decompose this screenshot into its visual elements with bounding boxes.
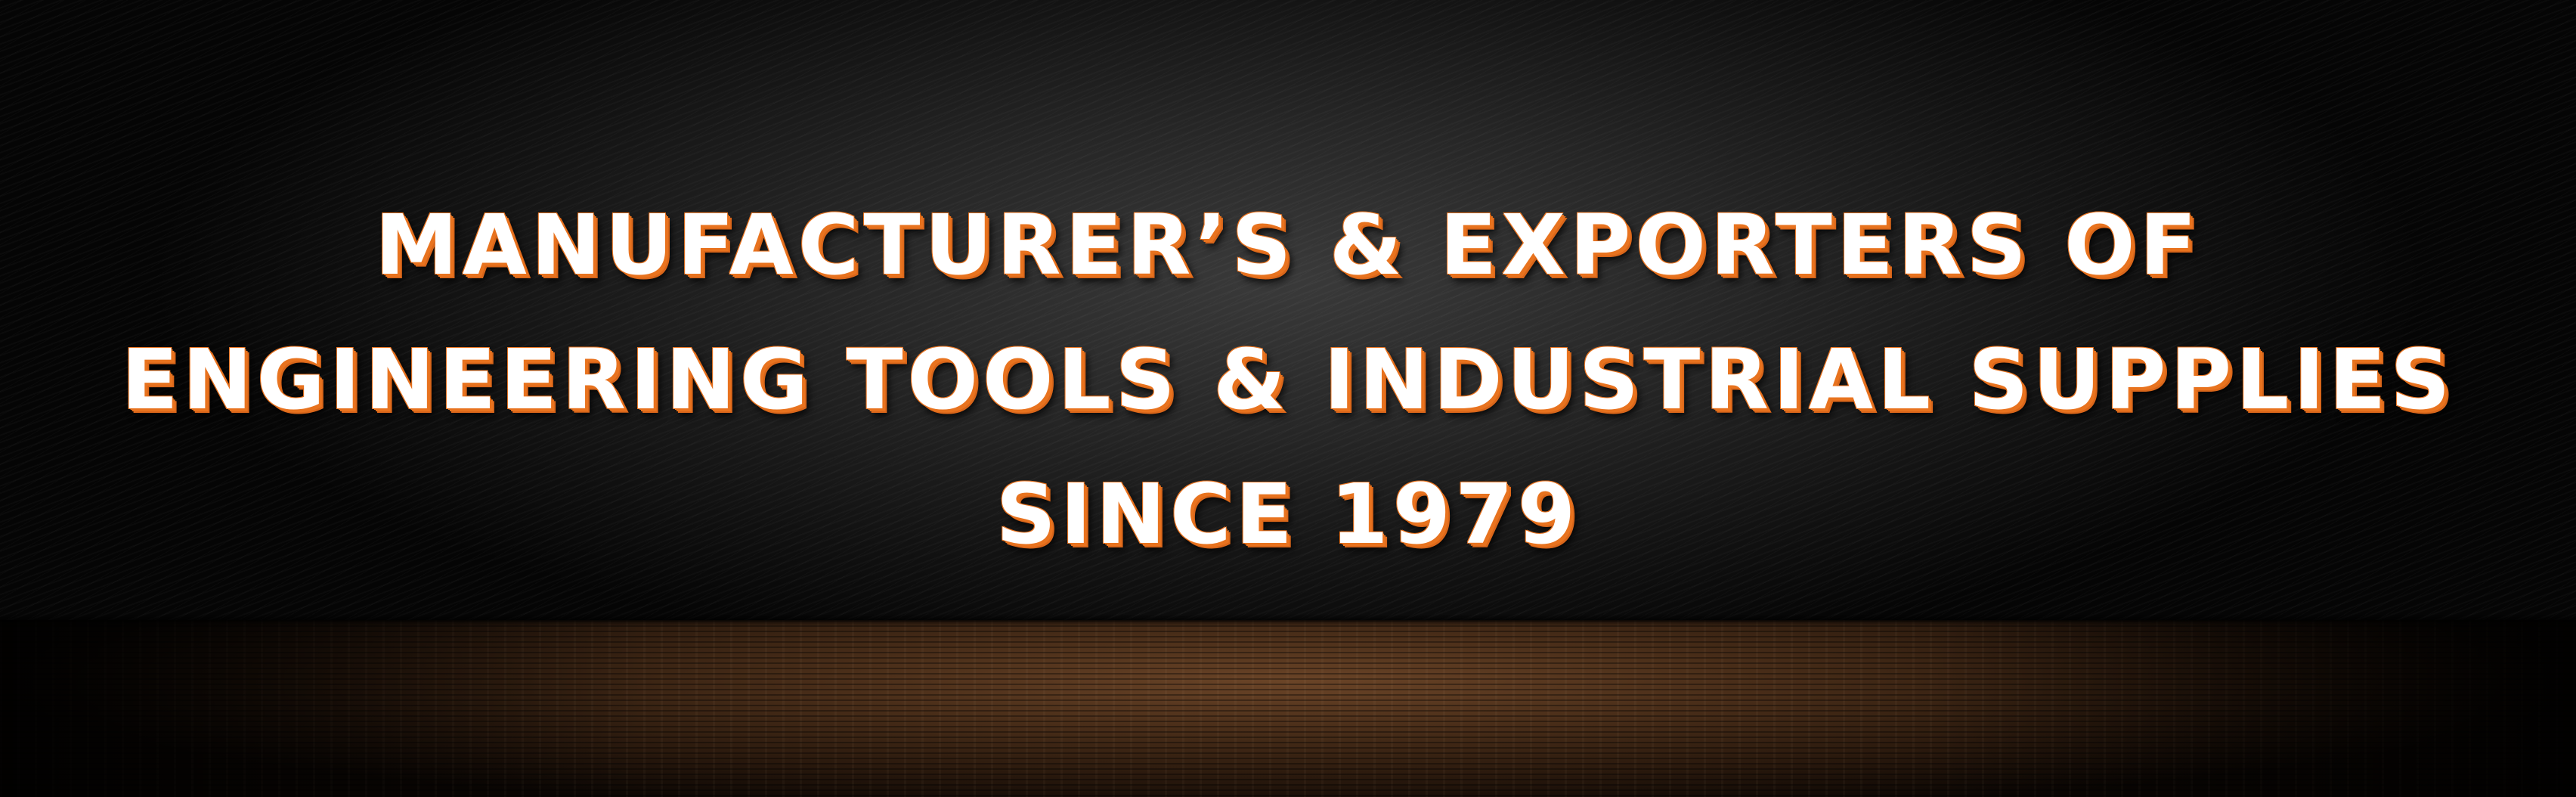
slate-wall-background — [0, 0, 2576, 620]
floor-vignette — [0, 620, 2576, 797]
banner-headline: MANUFACTURER’S & EXPORTERS OF ENGINEERIN… — [0, 178, 2576, 581]
headline-line-3: SINCE 1979 — [995, 466, 1581, 563]
headline-line-2: ENGINEERING TOOLS & INDUSTRIAL SUPPLIES — [121, 331, 2455, 428]
headline-line-1: MANUFACTURER’S & EXPORTERS OF — [375, 197, 2201, 293]
